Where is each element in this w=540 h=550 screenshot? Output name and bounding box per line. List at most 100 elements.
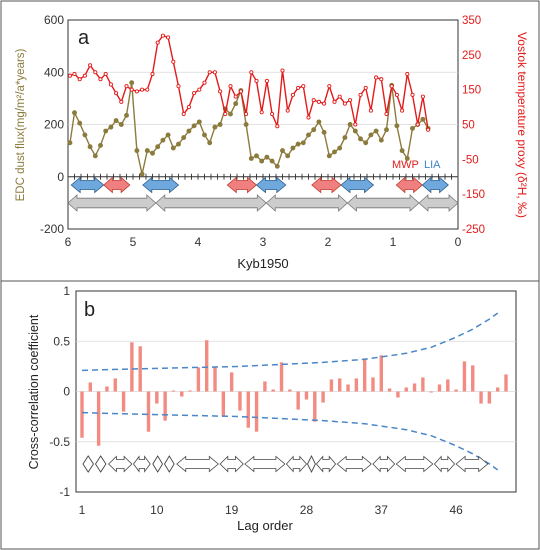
x-tick-label: 4 — [195, 235, 202, 249]
y-tick-label: -0.5 — [49, 435, 70, 449]
correlation-bar — [487, 391, 492, 404]
period-outline-arrow — [219, 455, 244, 473]
panel-b-period-arrows — [82, 454, 489, 474]
dust-point — [332, 149, 337, 155]
x-tick-label: 0 — [455, 235, 462, 249]
legend-mwp: MWP — [392, 159, 419, 171]
y-tick-label-left: 200 — [44, 118, 64, 132]
correlation-bar — [362, 358, 367, 392]
y-tick-label-left: 400 — [44, 65, 64, 79]
period-outline-arrow — [455, 455, 489, 473]
temperature-point — [254, 78, 259, 84]
dust-point — [98, 142, 103, 148]
temperature-point — [405, 71, 410, 77]
correlation-bar — [121, 391, 126, 412]
dust-point — [290, 145, 296, 151]
dust-point — [404, 156, 410, 161]
dust-point — [342, 135, 348, 141]
dust-point — [118, 122, 124, 127]
dust-point — [124, 112, 129, 118]
panel-a-x-axis-ticks: 6 5 4 3 2 1 0 — [65, 235, 462, 249]
dust-point — [134, 148, 140, 154]
panel-a-right-axis-label: Vostok temperature proxy (δ²H, ‰) — [515, 32, 529, 218]
panel-a-zero-line-ticks — [67, 173, 452, 180]
y-tick-label-left: 0 — [57, 170, 64, 184]
y-tick-label-right: -50 — [462, 154, 479, 166]
dust-point — [129, 80, 135, 86]
y-tick-label: 0 — [63, 385, 70, 399]
dust-point — [87, 144, 93, 150]
period-arrow — [346, 194, 420, 212]
temperature-point — [426, 127, 431, 132]
correlation-bar — [80, 391, 84, 438]
dust-point — [186, 128, 192, 134]
temperature-line — [69, 34, 429, 130]
period-outline-arrow — [433, 455, 456, 473]
temperature-point — [394, 92, 399, 97]
panel-b-x-axis-label: Lag order — [237, 518, 293, 533]
temperature-point — [410, 92, 415, 97]
correlation-bar — [213, 367, 217, 392]
temperature-point — [301, 84, 306, 89]
correlation-bar — [105, 386, 109, 392]
temperature-point — [353, 122, 358, 127]
correlation-bar — [180, 391, 184, 397]
temperature-point — [77, 77, 82, 82]
temperature-point — [192, 91, 197, 96]
dust-point — [295, 141, 301, 147]
dust-point — [394, 123, 400, 129]
dust-point — [378, 137, 384, 143]
temperature-point — [337, 94, 342, 99]
dust-point — [202, 132, 207, 138]
panel-b-y-axis-ticks: -1 -0.5 0 0.5 1 — [49, 284, 70, 499]
temperature-point — [280, 68, 285, 73]
dust-point — [243, 122, 249, 127]
period-outline-arrow — [372, 455, 396, 473]
dust-point — [196, 119, 202, 125]
y-tick-label-right: -250 — [462, 224, 485, 236]
correlation-bar — [387, 388, 392, 392]
period-outline-arrow — [285, 455, 308, 473]
temperature-point — [140, 87, 145, 92]
correlation-bar — [462, 361, 467, 392]
y-tick-label: 1 — [63, 284, 70, 298]
correlation-bar — [504, 374, 508, 392]
temperature-point — [415, 122, 420, 127]
dust-point — [358, 136, 363, 142]
temperature-point — [155, 40, 160, 45]
dust-point — [170, 145, 176, 151]
x-tick-label: 19 — [225, 503, 239, 517]
temperature-point — [72, 71, 77, 77]
correlation-bar — [221, 391, 226, 417]
upper-confidence-band — [81, 312, 499, 372]
lia-arrow — [142, 176, 180, 194]
dust-point — [269, 158, 275, 164]
temperature-point — [98, 77, 103, 82]
dust-point — [363, 140, 369, 146]
dust-point — [139, 171, 145, 177]
y-tick-label: 0.5 — [53, 334, 70, 348]
correlation-bar — [130, 342, 134, 392]
temperature-point — [93, 70, 98, 75]
correlation-bar — [396, 391, 400, 398]
correlation-bar — [437, 384, 442, 392]
dust-point — [410, 125, 415, 131]
period-arrow — [265, 194, 349, 212]
temperature-point — [275, 124, 280, 129]
temperature-point — [264, 78, 269, 84]
dust-point — [181, 135, 187, 141]
period-outline-arrow — [315, 455, 337, 473]
y-tick-label-right: 150 — [462, 85, 481, 97]
x-tick-label: 5 — [130, 235, 137, 249]
dust-point — [191, 123, 197, 129]
correlation-bar — [229, 372, 234, 392]
temperature-point — [145, 87, 150, 92]
panel-a-left-axis-label: EDC dust flux(mg/m²/a*years) — [15, 48, 27, 201]
correlation-bar — [246, 391, 250, 428]
correlation-bar — [346, 384, 350, 392]
correlation-bar — [313, 391, 317, 422]
dust-point — [306, 132, 311, 138]
panel-b-x-axis-ticks: 1 10 19 28 37 46 — [79, 503, 463, 517]
period-outline-arrow — [336, 455, 372, 473]
temperature-point — [290, 92, 295, 97]
